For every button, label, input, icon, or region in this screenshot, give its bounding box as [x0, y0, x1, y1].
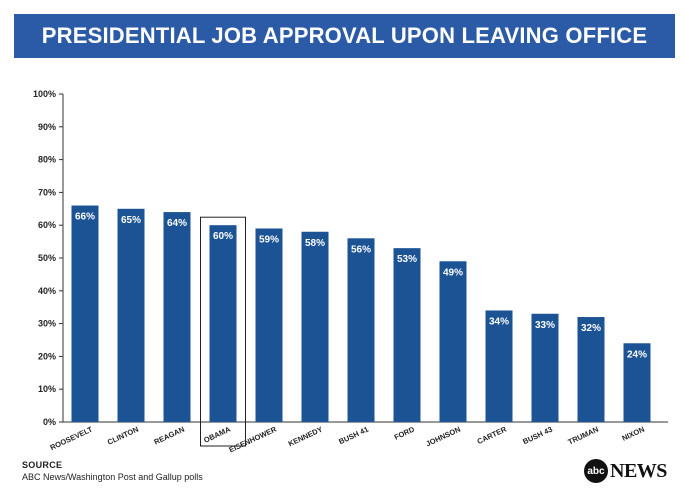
- bar-value-label: 56%: [351, 244, 371, 255]
- y-tick-label: 90%: [38, 122, 56, 132]
- x-tick-label: ROOSEVELT: [49, 424, 95, 452]
- bar-value-label: 24%: [627, 349, 647, 360]
- x-tick-label: OBAMA: [202, 424, 232, 444]
- bar-value-label: 53%: [397, 254, 417, 265]
- y-tick-label: 40%: [38, 286, 56, 296]
- bar: [163, 212, 191, 422]
- source-heading: SOURCE: [22, 460, 63, 470]
- x-tick-label: CARTER: [476, 424, 509, 446]
- bar-value-label: 49%: [443, 267, 463, 278]
- y-tick-label: 60%: [38, 220, 56, 230]
- y-tick-label: 10%: [38, 384, 56, 394]
- highlight-box: [200, 216, 246, 447]
- y-tick-label: 30%: [38, 319, 56, 329]
- x-tick-label: EISENHOWER: [228, 424, 279, 454]
- bar-value-label: 33%: [535, 320, 555, 331]
- x-tick-label: TRUMAN: [567, 425, 600, 447]
- bar-value-label: 58%: [305, 238, 325, 249]
- abc-logo-icon: abc: [584, 459, 608, 483]
- title-banner: PRESIDENTIAL JOB APPROVAL UPON LEAVING O…: [14, 14, 675, 58]
- x-tick-label: NIXON: [621, 425, 646, 443]
- source-note: SOURCE ABC News/Washington Post and Gall…: [22, 459, 203, 483]
- bar: [439, 261, 467, 422]
- bar: [209, 225, 237, 422]
- x-tick-label: JOHNSON: [424, 425, 461, 449]
- logo-wordmark: NEWS: [610, 459, 667, 482]
- bar-value-label: 34%: [489, 316, 509, 327]
- y-tick-label: 80%: [38, 155, 56, 165]
- bar-value-label: 60%: [213, 231, 233, 242]
- bar: [623, 343, 651, 422]
- y-tick-label: 70%: [38, 187, 56, 197]
- x-tick-label: FORD: [393, 424, 417, 441]
- abc-news-logo: abc NEWS: [584, 459, 667, 483]
- bar: [347, 238, 375, 422]
- bar: [393, 248, 421, 422]
- bar-value-label: 65%: [121, 215, 141, 226]
- bar: [485, 310, 513, 422]
- bar-value-label: 59%: [259, 234, 279, 245]
- y-tick-label: 20%: [38, 351, 56, 361]
- x-tick-label: BUSH 41: [337, 425, 370, 447]
- bar-value-label: 66%: [75, 212, 95, 223]
- x-tick-label: REAGAN: [153, 425, 186, 447]
- x-tick-label: BUSH 43: [521, 425, 554, 447]
- bar: [301, 231, 329, 422]
- bar: [71, 205, 99, 422]
- bar: [577, 317, 605, 422]
- chart-title: PRESIDENTIAL JOB APPROVAL UPON LEAVING O…: [41, 23, 648, 48]
- bar-value-label: 64%: [167, 218, 187, 229]
- bar-value-label: 32%: [581, 323, 601, 334]
- bar: [255, 228, 283, 422]
- x-tick-label: KENNEDY: [287, 425, 324, 449]
- x-tick-label: CLINTON: [106, 425, 140, 447]
- y-tick-label: 100%: [33, 89, 56, 99]
- y-tick-label: 50%: [38, 253, 56, 263]
- y-tick-label: 0%: [43, 417, 56, 427]
- bar: [117, 208, 145, 422]
- source-text: ABC News/Washington Post and Gallup poll…: [22, 472, 203, 482]
- bar: [531, 313, 559, 422]
